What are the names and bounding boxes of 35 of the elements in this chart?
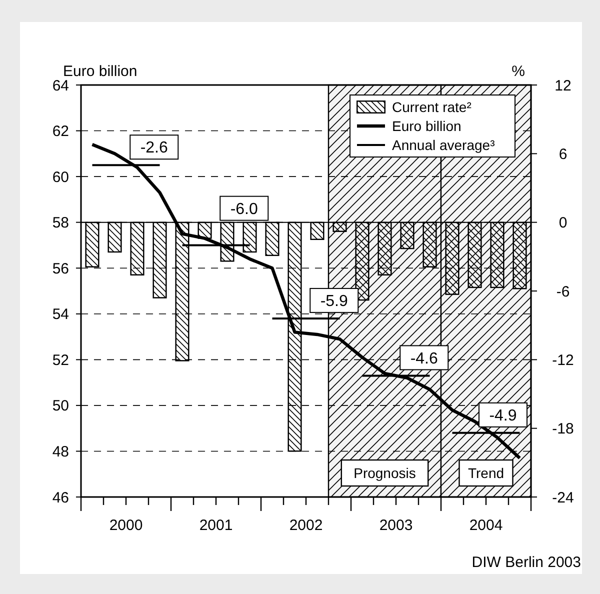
y2-tick-label: -18	[552, 420, 574, 438]
legend-label: Current rate²	[392, 98, 472, 115]
y-tick-label: 54	[52, 306, 69, 324]
x-tick-label: 2004	[469, 517, 503, 534]
x-tick-label: 2002	[289, 517, 323, 534]
annotation: -6.0	[230, 200, 258, 218]
y2-tick-label: 12	[554, 77, 572, 94]
legend-label: Euro billion	[392, 118, 462, 134]
annotation: -5.9	[320, 293, 348, 310]
legend-label: Annual average³	[392, 136, 496, 153]
annotation: -4.6	[410, 350, 438, 368]
x-tick-label: 2003	[379, 517, 413, 534]
y-tick-label: 62	[52, 123, 69, 140]
x-tick-label: 2001	[199, 517, 233, 534]
y2-tick-label: -6	[556, 283, 570, 300]
y-tick-label: 60	[52, 168, 69, 186]
y-tick-label: 56	[52, 260, 69, 278]
text: DIW Berlin 2003	[472, 554, 581, 571]
annotation: -2.6	[140, 140, 168, 157]
y2-axis-title: %	[512, 63, 525, 80]
y-tick-label: 48	[52, 443, 69, 460]
x-tick-label: 2000	[109, 517, 143, 534]
y2-tick-label: -12	[552, 352, 574, 369]
y-axis-title: Euro billion	[63, 63, 138, 80]
y-tick-label: 46	[52, 489, 69, 506]
y-tick-label: 52	[52, 352, 69, 369]
y-tick-label: 64	[52, 77, 69, 94]
annotation: -4.9	[489, 408, 517, 425]
y-tick-label: 50	[52, 398, 69, 415]
band-label: Prognosis	[354, 464, 416, 481]
y2-tick-label: 6	[558, 146, 568, 163]
y2-tick-label: 0	[558, 214, 568, 232]
band-label: Trend	[468, 464, 504, 481]
y2-tick-label: -24	[552, 489, 574, 506]
y-tick-label: 58	[52, 214, 69, 232]
